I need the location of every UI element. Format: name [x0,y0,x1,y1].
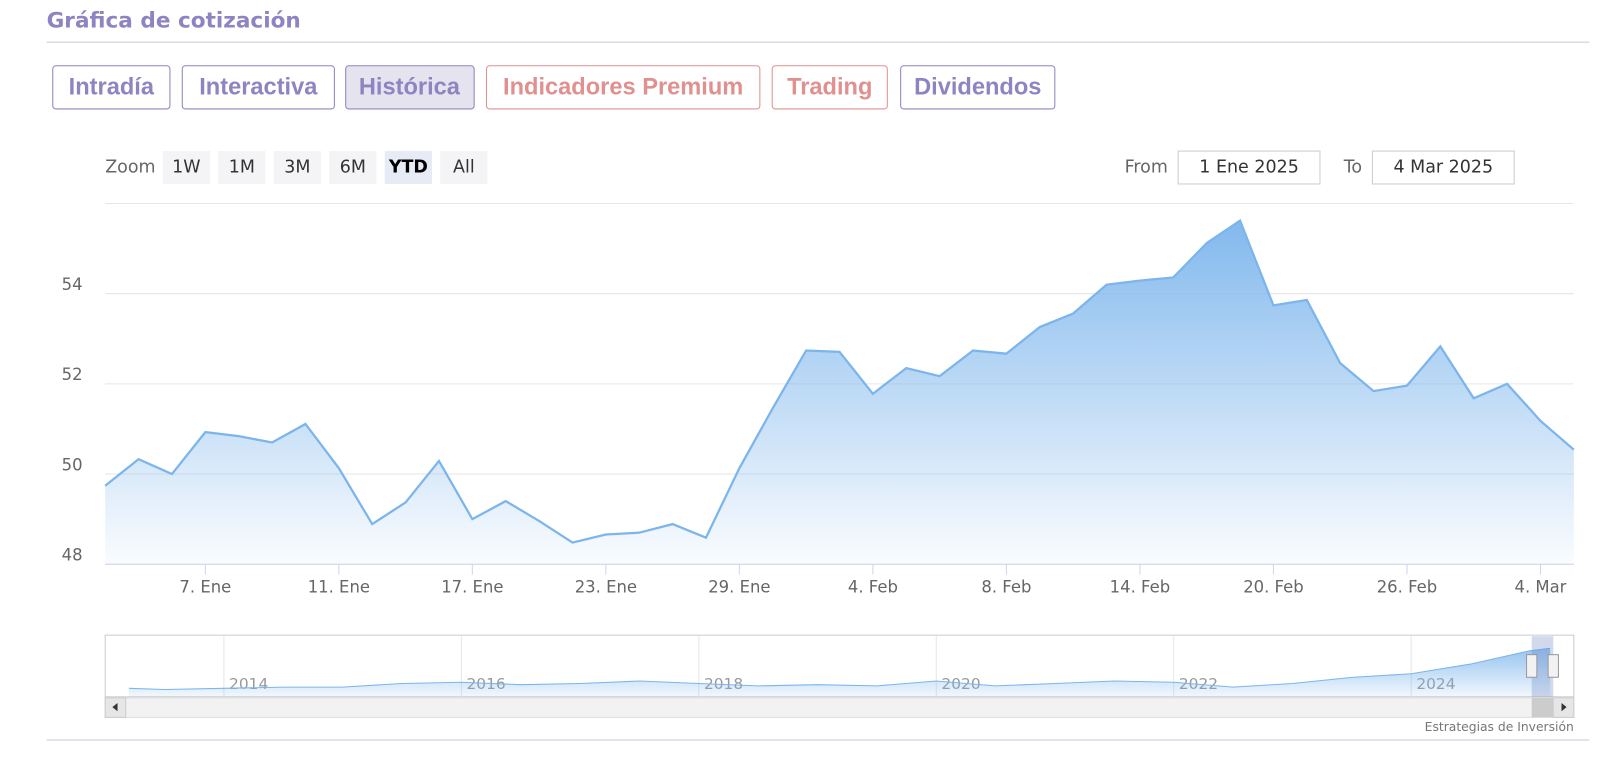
zoom-button-label[interactable]: 3M [284,158,310,178]
y-tick-label: 50 [62,455,83,474]
plot: 48 50 52 54 7. Ene 11. Ene 17. Ene 23. Ene 29. E… [62,218,1575,596]
zoom-button-label[interactable]: All [453,158,475,178]
scroll-thumb[interactable] [1531,697,1554,718]
x-tick-label: 4. Mar [1514,577,1566,596]
navigator-selection[interactable] [1531,636,1554,697]
to-label: To [1343,158,1362,178]
tab-label[interactable]: Dividendos [914,75,1041,101]
tab-label[interactable]: Histórica [359,75,461,101]
x-tick-label: 23. Ene [575,577,637,596]
navigator-handle[interactable] [1547,654,1559,678]
zoom-button[interactable]: 6M [329,151,377,184]
zoom-button-label[interactable]: YTD [388,158,428,178]
x-tick-label: 4. Feb [848,577,898,596]
x-tick-label: 20. Feb [1243,577,1303,596]
zoom-button[interactable]: All [440,151,488,184]
area-fill [105,220,1574,565]
x-tick-label: 26. Feb [1377,577,1437,596]
x-tick-label: 7. Ene [179,577,231,596]
x-tick-label: 11. Ene [308,577,370,596]
from-input[interactable] [1177,150,1321,185]
y-tick-label: 52 [62,365,83,384]
from-value[interactable]: 1 Ene 2025 [1199,158,1299,178]
tab[interactable]: Intradía [52,65,171,110]
zoom-button[interactable]: 1M [218,151,266,184]
tab[interactable]: Indicadores Premium [485,65,761,110]
y-tick-label: 48 [62,546,83,565]
y-tick-label: 54 [62,275,83,294]
tab[interactable]: Histórica [345,65,475,110]
zoom-button-label[interactable]: 1W [172,158,200,178]
x-tick-label: 29. Ene [708,577,770,596]
zoom-button-label[interactable]: 1M [229,158,255,178]
x-tick-label: 14. Feb [1110,577,1170,596]
tab-label[interactable]: Intradía [69,75,155,101]
credit: Estrategias de Inversión [1425,720,1574,734]
tab-label[interactable]: Trading [787,75,872,101]
arrow-icon [1561,702,1567,712]
to-input[interactable] [1371,150,1515,185]
navigator-handle[interactable] [1526,654,1538,678]
zoom-button[interactable]: 3M [273,151,322,184]
tab[interactable]: Dividendos [900,65,1056,110]
x-tick-label: 17. Ene [441,577,503,596]
x-tick-label: 8. Feb [981,577,1031,596]
to-value[interactable]: 4 Mar 2025 [1393,158,1493,178]
zoom-button[interactable]: YTD [384,151,433,184]
tab[interactable]: Trading [771,65,888,110]
tab-label[interactable]: Indicadores Premium [503,75,743,101]
navigator-line [128,647,1551,691]
header-title: Gráfica de cotización [47,9,301,34]
zoom-button[interactable]: 1W [162,151,211,184]
arrow-icon [112,702,118,712]
tab-label[interactable]: Interactiva [199,75,318,101]
price-line [104,218,1575,544]
zoom-button-label[interactable]: 6M [340,158,366,178]
zoom-label: Zoom [105,158,155,178]
tab[interactable]: Interactiva [181,65,335,110]
scrollbar[interactable] [104,697,1575,718]
navigator-area [128,648,1551,697]
from-label: From [1125,158,1168,178]
navigator: 201420162018202020222024 [128,636,1551,697]
